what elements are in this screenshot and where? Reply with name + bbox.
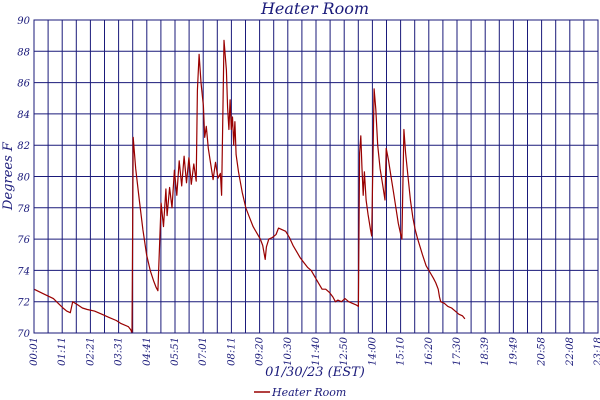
x-tick-label: 00:01: [29, 337, 40, 366]
x-tick-label: 05:51: [170, 337, 181, 366]
x-tick-label: 16:20: [424, 336, 435, 365]
x-tick-label: 19:49: [508, 336, 519, 365]
x-tick-label: 11:40: [311, 336, 322, 365]
y-tick-label: 72: [17, 298, 30, 309]
x-tick-labels: 00:01 01:11 02:21 03:31 04:41 05:51 07:01 08:11…: [29, 336, 600, 366]
grid: [33, 19, 599, 334]
x-tick-label: 23:18: [593, 337, 600, 367]
y-tick-label: 70: [17, 329, 30, 340]
y-tick-label: 90: [17, 16, 30, 27]
x-tick-label: 09:20: [255, 336, 266, 365]
y-tick-label: 80: [17, 173, 30, 184]
y-tick-label: 78: [17, 204, 30, 215]
y-tick-label: 84: [17, 110, 30, 121]
x-tick-label: 01:11: [57, 337, 68, 366]
chart-title: Heater Room: [260, 0, 369, 18]
y-tick-label: 88: [17, 47, 30, 58]
x-tick-label: 22:08: [565, 337, 576, 367]
x-tick-label: 12:50: [339, 336, 350, 365]
x-tick-label: 04:41: [142, 337, 153, 366]
x-tick-label: 03:31: [114, 337, 125, 366]
x-tick-label: 15:10: [396, 336, 407, 365]
series-line-heater-room: [33, 39, 466, 334]
x-axis-label: 01/30/23 (EST): [265, 365, 365, 380]
y-tick-label: 76: [17, 235, 30, 246]
x-tick-label: 17:30: [452, 336, 463, 365]
y-tick-label: 82: [17, 141, 30, 152]
x-tick-label: 14:00: [367, 336, 378, 365]
series-group: [33, 39, 466, 334]
x-tick-label: 07:01: [198, 337, 209, 366]
legend-label: Heater Room: [271, 386, 346, 399]
x-tick-label: 20:58: [537, 337, 548, 367]
y-tick-label: 74: [17, 266, 30, 277]
x-tick-label: 18:39: [480, 336, 491, 365]
y-axis-label: Degrees F: [1, 141, 16, 211]
y-tick-label: 86: [17, 79, 30, 90]
x-tick-label: 02:21: [85, 337, 96, 366]
x-tick-label: 08:11: [226, 337, 237, 366]
y-tick-labels: 70 72 74 76 78 80 82 84 86 88 90: [17, 16, 30, 340]
x-tick-label: 10:30: [283, 336, 294, 365]
plot-frame: [33, 19, 599, 334]
legend: Heater Room: [254, 386, 346, 399]
